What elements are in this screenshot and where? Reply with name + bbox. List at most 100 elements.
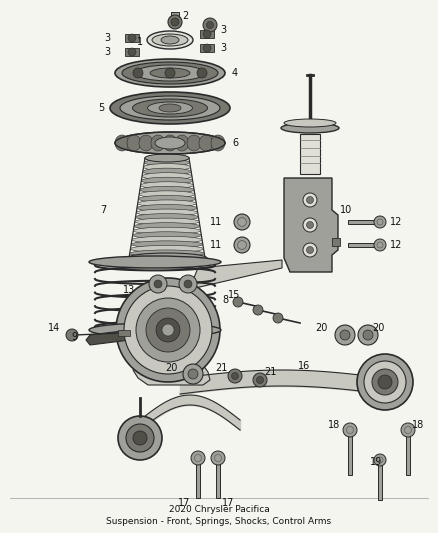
Bar	[171, 12, 179, 22]
Circle shape	[184, 280, 192, 288]
Text: 13: 13	[123, 285, 135, 295]
Bar	[196, 458, 200, 498]
Ellipse shape	[137, 205, 197, 212]
Circle shape	[378, 375, 392, 389]
Ellipse shape	[155, 137, 185, 149]
Circle shape	[136, 298, 200, 362]
Ellipse shape	[152, 34, 188, 46]
Ellipse shape	[134, 223, 200, 230]
Text: 2: 2	[182, 11, 188, 21]
Polygon shape	[284, 178, 338, 272]
Circle shape	[303, 243, 317, 257]
Ellipse shape	[145, 154, 189, 162]
Ellipse shape	[142, 173, 192, 180]
Circle shape	[133, 431, 147, 445]
Ellipse shape	[135, 214, 198, 221]
Bar	[216, 458, 220, 498]
Ellipse shape	[141, 182, 193, 189]
Bar	[118, 330, 130, 336]
Bar	[200, 30, 214, 38]
Text: 2020 Chrysler Pacifica: 2020 Chrysler Pacifica	[169, 505, 269, 514]
Circle shape	[133, 68, 143, 78]
Ellipse shape	[140, 187, 194, 193]
Circle shape	[357, 354, 413, 410]
Bar	[348, 430, 352, 475]
Ellipse shape	[141, 177, 193, 184]
Circle shape	[197, 68, 207, 78]
Ellipse shape	[147, 31, 193, 49]
Circle shape	[171, 18, 179, 26]
Ellipse shape	[115, 135, 129, 151]
Circle shape	[307, 222, 314, 229]
Circle shape	[374, 454, 386, 466]
Ellipse shape	[211, 135, 225, 151]
Text: 10: 10	[340, 205, 352, 215]
Polygon shape	[86, 330, 140, 345]
Ellipse shape	[175, 135, 189, 151]
Ellipse shape	[281, 123, 339, 133]
Circle shape	[307, 197, 314, 204]
Text: 21: 21	[264, 367, 276, 377]
Ellipse shape	[144, 159, 190, 166]
Bar	[406, 430, 410, 475]
Circle shape	[364, 361, 406, 403]
Circle shape	[253, 305, 263, 315]
Circle shape	[206, 21, 213, 28]
Text: 11: 11	[210, 217, 222, 227]
Circle shape	[358, 325, 378, 345]
Text: 3: 3	[104, 47, 110, 57]
Circle shape	[116, 278, 220, 382]
Circle shape	[374, 216, 386, 228]
Text: 5: 5	[98, 103, 104, 113]
Circle shape	[401, 423, 415, 437]
Circle shape	[146, 308, 190, 352]
Circle shape	[233, 297, 243, 307]
Bar	[348, 243, 380, 247]
Ellipse shape	[135, 218, 199, 225]
Ellipse shape	[132, 236, 202, 244]
Ellipse shape	[133, 227, 201, 234]
Ellipse shape	[159, 104, 181, 112]
Circle shape	[374, 239, 386, 251]
Ellipse shape	[133, 99, 208, 117]
Text: 3: 3	[220, 43, 226, 53]
Circle shape	[253, 373, 267, 387]
Bar	[125, 34, 139, 42]
Bar	[332, 238, 340, 246]
Circle shape	[363, 330, 373, 340]
Text: 14: 14	[48, 323, 60, 333]
Circle shape	[203, 30, 211, 38]
Ellipse shape	[139, 135, 153, 151]
Circle shape	[156, 318, 180, 342]
Circle shape	[234, 214, 250, 230]
Text: 8: 8	[222, 295, 228, 305]
Bar	[125, 48, 139, 56]
Circle shape	[232, 373, 239, 379]
Ellipse shape	[110, 92, 230, 124]
Ellipse shape	[115, 59, 225, 87]
Ellipse shape	[131, 245, 204, 253]
Circle shape	[191, 451, 205, 465]
Ellipse shape	[161, 36, 179, 44]
Ellipse shape	[284, 119, 336, 127]
Polygon shape	[150, 260, 282, 292]
Circle shape	[162, 324, 174, 336]
Text: 17: 17	[222, 498, 234, 508]
Text: 1: 1	[137, 37, 143, 47]
Circle shape	[165, 68, 175, 78]
Circle shape	[372, 369, 398, 395]
Circle shape	[203, 18, 217, 32]
Text: 18: 18	[328, 420, 340, 430]
Text: 15: 15	[228, 290, 240, 300]
Ellipse shape	[120, 96, 220, 120]
Ellipse shape	[115, 132, 225, 154]
Circle shape	[303, 218, 317, 232]
Text: 3: 3	[220, 25, 226, 35]
Circle shape	[303, 193, 317, 207]
Ellipse shape	[138, 196, 195, 203]
Text: 18: 18	[412, 420, 424, 430]
Ellipse shape	[127, 135, 141, 151]
Ellipse shape	[148, 102, 192, 114]
Text: 16: 16	[298, 361, 310, 371]
Ellipse shape	[127, 253, 207, 263]
